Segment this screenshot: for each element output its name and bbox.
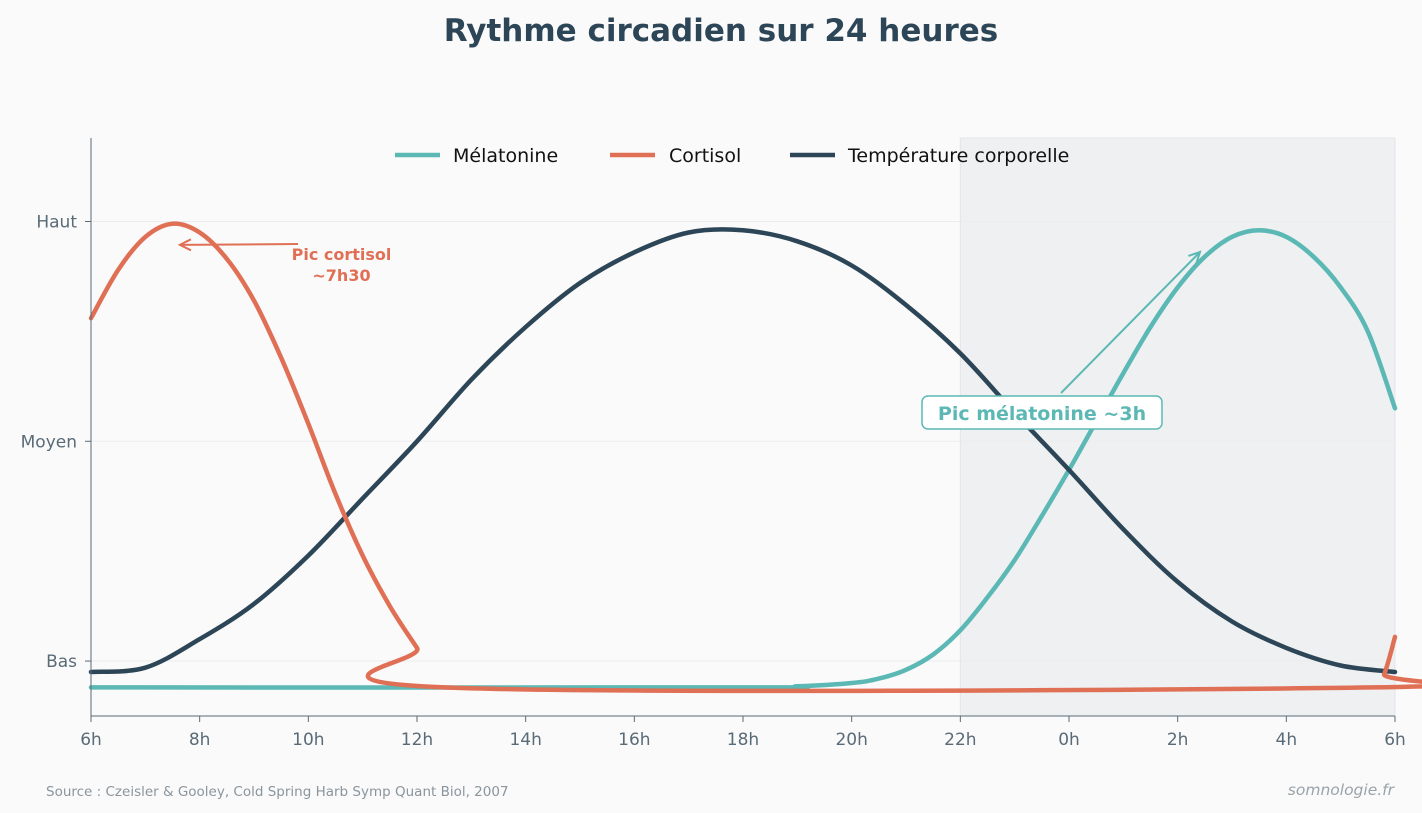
series-line-cortisol (88, 221, 1422, 694)
series-line-temperature (88, 227, 1398, 675)
source-note: Source : Czeisler & Gooley, Cold Spring … (46, 784, 509, 800)
legend: Mélatonine Cortisol Température corporelle (395, 145, 1069, 167)
x-tick-label: 6h (80, 730, 102, 750)
arrow-head (1188, 250, 1202, 265)
chart-title: Rythme circadien sur 24 heures (444, 13, 998, 49)
brand-label: somnologie.fr (1288, 781, 1396, 799)
y-tick-label: Haut (36, 213, 77, 233)
x-tick-label: 2h (1167, 730, 1189, 750)
x-tick-label: 10h (292, 730, 324, 750)
annotations: Pic cortisol ~7h30 Pic mélatonine ~3h (177, 238, 1202, 430)
legend-label-cortisol: Cortisol (669, 145, 741, 167)
x-tick-label: 18h (727, 730, 759, 750)
x-tick-label: 16h (618, 730, 650, 750)
x-tick-label: 22h (944, 730, 976, 750)
cortisol-peak-arrow (177, 238, 299, 252)
x-axis-ticks: 6h 8h 10h 12h 14h 16h 18h 20h 22h 0h 2h 4h 6h (80, 716, 1406, 750)
x-tick-label: 14h (509, 730, 541, 750)
x-tick-label: 0h (1058, 730, 1080, 750)
arrow-shaft (1060, 251, 1201, 394)
x-tick-label: 12h (401, 730, 433, 750)
legend-label-temperature: Température corporelle (847, 145, 1069, 167)
melatonin-peak-box (921, 395, 1163, 430)
cortisol-peak-label: Pic cortisol (292, 245, 392, 264)
y-tick-label: Bas (46, 652, 77, 672)
melatonin-peak-arrow (1060, 250, 1202, 394)
arrow-head (177, 238, 192, 252)
x-tick-label: 4h (1276, 730, 1298, 750)
y-tick-label: Moyen (21, 432, 77, 452)
arrow-shaft (179, 243, 299, 246)
melatonin-peak-label: Pic mélatonine ~3h (938, 403, 1146, 425)
legend-label-melatonine: Mélatonine (453, 145, 558, 167)
x-tick-label: 6h (1384, 730, 1406, 750)
series-lines (88, 221, 1422, 694)
grid (91, 221, 1395, 662)
x-tick-label: 8h (189, 730, 211, 750)
x-tick-label: 20h (835, 730, 867, 750)
y-axis-ticks: Bas Moyen Haut (21, 213, 91, 672)
cortisol-peak-label: ~7h30 (312, 266, 370, 285)
series-line-melatonine (88, 228, 1398, 690)
